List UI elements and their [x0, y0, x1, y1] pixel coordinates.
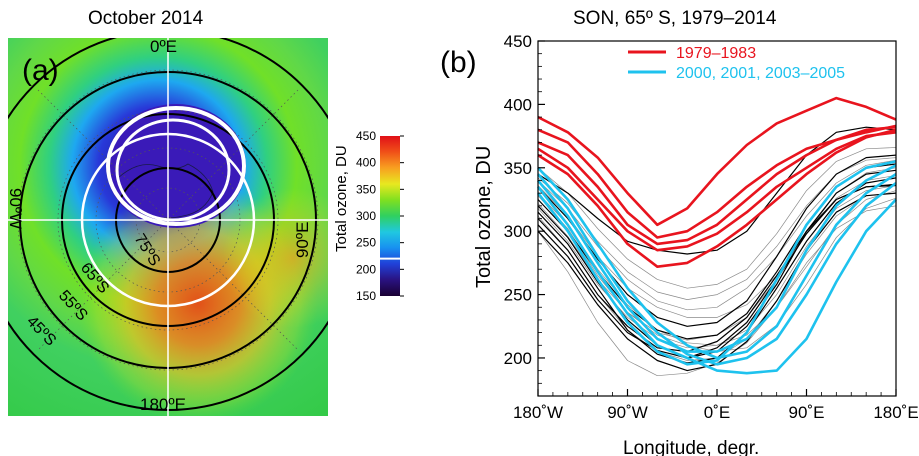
- series-line-8: [536, 185, 897, 375]
- series-line-13: [537, 126, 897, 255]
- series-line-27: [537, 167, 897, 318]
- y-tick-label: 200: [504, 349, 532, 368]
- x-tick-label: 180˚E: [873, 403, 918, 422]
- plot-area: [536, 96, 897, 377]
- x-tick-label: 90˚E: [789, 403, 825, 422]
- series-line-2: [537, 125, 897, 246]
- series-line-7: [537, 164, 897, 353]
- colorbar-tick-label: 350: [356, 182, 376, 196]
- legend-label: 1979–1983: [676, 45, 756, 62]
- lon-label-180e: 180ºE: [140, 395, 186, 414]
- axes: 200 250 300 350 400 450 180˚W 90˚W 0˚E 90˚E 180˚E: [504, 32, 919, 422]
- y-tick-label: 300: [504, 222, 532, 241]
- series-line-19: [537, 159, 897, 311]
- ozone-map-svg: (a) 0ºE 180ºE 90ºW 90ºE 75ºS 65ºS 55ºS 4…: [8, 38, 328, 416]
- series-line-4: [537, 128, 897, 268]
- colorbar-tick-label: 450: [356, 129, 376, 143]
- x-tick-label: 90˚W: [607, 403, 648, 422]
- colorbar: Total ozone, DU 150 200 250 300 350 400 450: [333, 129, 404, 303]
- colorbar-tick-label: 200: [356, 262, 376, 276]
- series-line-21: [537, 147, 897, 289]
- panel-b-letter: (b): [440, 46, 477, 79]
- series-line-20: [537, 185, 897, 349]
- ozone-hole-boundary-inner: [115, 118, 231, 222]
- x-tick-label: 180˚W: [513, 403, 563, 422]
- y-tick-label: 250: [504, 286, 532, 305]
- y-tick-label: 400: [504, 95, 532, 114]
- x-tick-label: 0˚E: [704, 403, 730, 422]
- legend: 1979–1983 2000, 2001, 2003–2005: [628, 45, 845, 82]
- lon-label-90w: 90ºW: [8, 188, 25, 229]
- series-line-9: [536, 160, 897, 366]
- y-axis-label: Total ozone, DU: [473, 146, 495, 288]
- ozone-map: (a) 0ºE 180ºE 90ºW 90ºE 75ºS 65ºS 55ºS 4…: [8, 38, 328, 416]
- colorbar-label: Total ozone, DU: [333, 145, 350, 252]
- lon-label-0e: 0ºE: [150, 38, 177, 56]
- lon-label-90e: 90ºE: [293, 222, 312, 258]
- ozone-chart: (b) Total ozone, DU Longitude, degr. 197…: [440, 32, 919, 456]
- series-line-6: [537, 173, 897, 366]
- series-line-0: [537, 96, 897, 227]
- grid-meridian: [37, 89, 299, 351]
- chart-title: SON, 65º S, 1979–2014: [573, 8, 777, 29]
- series-line-3: [537, 131, 897, 252]
- ozone-hole-boundary-outer: [106, 106, 246, 226]
- panel-a-letter: (a): [22, 54, 59, 87]
- series-line-17: [537, 184, 897, 359]
- series-line-16: [537, 154, 897, 327]
- map-title: October 2014: [88, 8, 204, 29]
- grid-meridian: [37, 89, 299, 351]
- colorbar-ticks: 150 200 250 300 350 400 450: [356, 129, 404, 303]
- legend-label: 2000, 2001, 2003–2005: [676, 65, 845, 82]
- colorbar-tick-label: 300: [356, 209, 376, 223]
- colorbar-tick-label: 250: [356, 236, 376, 250]
- y-tick-label: 450: [504, 32, 532, 51]
- series-line-5: [537, 166, 897, 360]
- colorbar-tick-label: 150: [356, 289, 376, 303]
- x-axis-label: Longitude, degr.: [623, 438, 759, 456]
- colorbar-tick-label: 400: [356, 156, 376, 170]
- colorbar-bar: [380, 136, 400, 296]
- y-tick-label: 350: [504, 159, 532, 178]
